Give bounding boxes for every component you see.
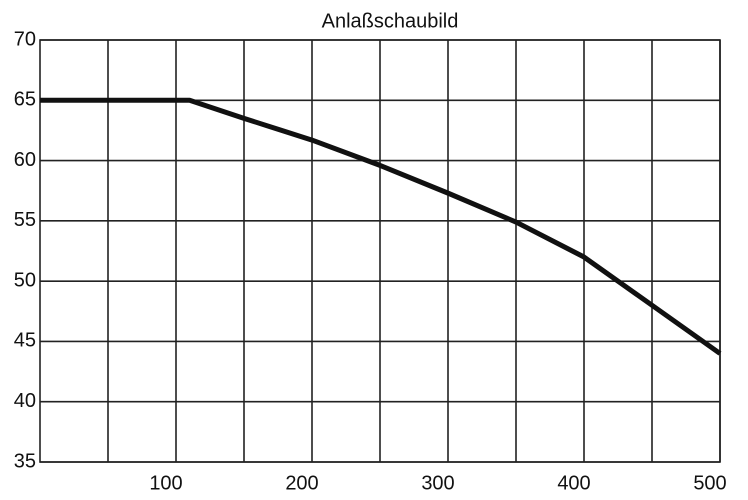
y-tick-label: 65: [14, 89, 36, 111]
y-tick-label: 60: [14, 149, 36, 171]
y-tick-label: 40: [14, 390, 36, 412]
y-tick-label: 45: [14, 330, 36, 352]
x-tick-label: 200: [285, 472, 318, 494]
x-tick-label: 500: [693, 472, 726, 494]
y-tick-label: 55: [14, 209, 36, 231]
y-tick-label: 50: [14, 269, 36, 291]
y-tick-label: 35: [14, 450, 36, 472]
x-tick-label: 100: [149, 472, 182, 494]
data-line: [40, 97, 722, 356]
chart-title: Anlaßschaubild: [322, 10, 459, 32]
x-tick-label: 400: [557, 472, 590, 494]
y-tick-label: 70: [14, 28, 36, 50]
x-tick-label: 300: [421, 472, 454, 494]
